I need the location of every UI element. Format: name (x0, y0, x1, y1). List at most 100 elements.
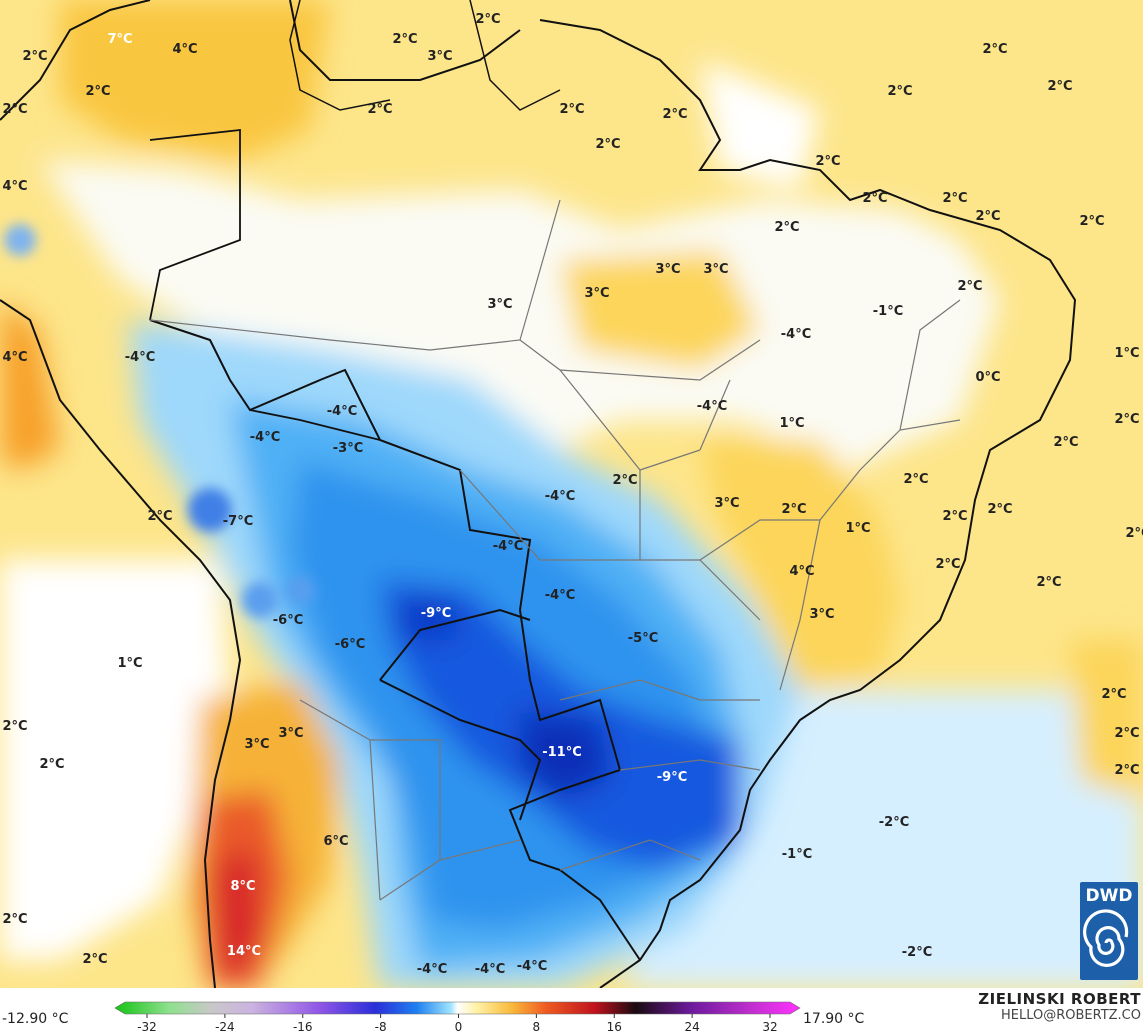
temperature-label: 3°C (584, 286, 609, 301)
temperature-label: -4°C (125, 350, 155, 365)
temperature-label: -4°C (493, 539, 523, 554)
temperature-label: 2°C (1036, 575, 1061, 590)
temperature-label: 2°C (475, 12, 500, 27)
temperature-anomaly-map: 2°C 7°C 4°C 2°C 2°C 2°C 2°C 3°C 2°C 2°C 2°C 2°C 2°C 2… (0, 0, 1143, 988)
author-name: ZIELINSKI ROBERT (978, 990, 1141, 1008)
temperature-label: 3°C (244, 737, 269, 752)
temperature-label: 3°C (714, 496, 739, 511)
temperature-label: 4°C (789, 564, 814, 579)
legend-max-label: 17.90 °C (803, 1011, 865, 1027)
temperature-label: 2°C (862, 191, 887, 206)
temperature-label: 4°C (2, 350, 27, 365)
temperature-label: -4°C (517, 959, 547, 974)
legend-tick-label: -8 (375, 1020, 387, 1034)
temperature-label: 2°C (559, 102, 584, 117)
temperature-label: -4°C (475, 962, 505, 977)
temperature-labels: 2°C 7°C 4°C 2°C 2°C 2°C 2°C 3°C 2°C 2°C 2°C 2°C 2°C 2… (2, 12, 1143, 977)
temperature-label: -4°C (417, 962, 447, 977)
temperature-label: -3°C (333, 441, 363, 456)
temperature-label: -4°C (697, 399, 727, 414)
temperature-label: -2°C (879, 815, 909, 830)
colorbar (114, 1001, 801, 1015)
temperature-label: 3°C (278, 726, 303, 741)
legend-tick-label: -24 (215, 1020, 235, 1034)
temperature-label: -11°C (542, 745, 582, 760)
temperature-label: -6°C (273, 613, 303, 628)
temperature-label: 2°C (39, 757, 64, 772)
temperature-label: 2°C (367, 102, 392, 117)
legend-tick-label: -32 (137, 1020, 157, 1034)
temperature-label: 2°C (781, 502, 806, 517)
temperature-label: 2°C (982, 42, 1007, 57)
temperature-label: 2°C (392, 32, 417, 47)
temperature-label: 3°C (655, 262, 680, 277)
temperature-label: 2°C (1101, 687, 1126, 702)
temperature-label: 2°C (1114, 412, 1139, 427)
temperature-label: -4°C (781, 327, 811, 342)
legend-tick-label: 8 (533, 1020, 541, 1034)
temperature-label: 2°C (1125, 526, 1143, 541)
legend-tick-label: -16 (293, 1020, 313, 1034)
temperature-label: 2°C (975, 209, 1000, 224)
temperature-label: 4°C (172, 42, 197, 57)
temperature-label: -9°C (421, 606, 451, 621)
temperature-label: 14°C (227, 944, 261, 959)
anomaly-fields (0, 0, 1143, 988)
temperature-label: -9°C (657, 770, 687, 785)
temperature-label: 2°C (1053, 435, 1078, 450)
temperature-label: -4°C (250, 430, 280, 445)
dwd-logo: DWD (1080, 882, 1138, 980)
temperature-label: 2°C (987, 502, 1012, 517)
andes-cold-spots (4, 224, 314, 618)
temperature-label: 2°C (147, 509, 172, 524)
temperature-label: 2°C (612, 473, 637, 488)
temperature-label: 3°C (427, 49, 452, 64)
author-email: HELLO@ROBERTZ.CO (1000, 1008, 1141, 1023)
temperature-label: 3°C (487, 297, 512, 312)
legend-ticks: -32 -24 -16 -8 0 8 16 24 32 (137, 1014, 778, 1034)
temperature-label: 2°C (2, 102, 27, 117)
temperature-label: 2°C (942, 191, 967, 206)
temperature-label: 3°C (809, 607, 834, 622)
temperature-label: 2°C (903, 472, 928, 487)
temperature-label: 2°C (2, 912, 27, 927)
temperature-label: 0°C (975, 370, 1000, 385)
temperature-label: 2°C (1114, 763, 1139, 778)
temperature-label: 1°C (845, 521, 870, 536)
credits: ZIELINSKI ROBERT HELLO@ROBERTZ.CO (978, 990, 1141, 1023)
temperature-label: 2°C (85, 84, 110, 99)
temperature-label: 2°C (662, 107, 687, 122)
temperature-label: 2°C (942, 509, 967, 524)
temperature-label: 6°C (323, 834, 348, 849)
temperature-label: 2°C (957, 279, 982, 294)
temperature-label: 2°C (22, 49, 47, 64)
temperature-label: -5°C (628, 631, 658, 646)
temperature-label: 2°C (815, 154, 840, 169)
temperature-label: -1°C (873, 304, 903, 319)
temperature-label: 8°C (230, 879, 255, 894)
temperature-label: 1°C (1114, 346, 1139, 361)
temperature-label: -1°C (782, 847, 812, 862)
temperature-label: 2°C (935, 557, 960, 572)
temperature-label: 4°C (2, 179, 27, 194)
temperature-label: -4°C (327, 404, 357, 419)
temperature-label: 2°C (887, 84, 912, 99)
temperature-label: -6°C (335, 637, 365, 652)
legend-min-label: -12.90 °C (2, 1011, 69, 1027)
country-borders (0, 0, 1077, 988)
temperature-label: -4°C (545, 489, 575, 504)
legend-tick-label: 0 (455, 1020, 463, 1034)
color-legend: -12.90 °C 17.90 °C -32 -24 -16 -8 0 8 16 24 32 (0, 988, 1143, 1035)
temperature-label: 2°C (2, 719, 27, 734)
legend-tick-label: 24 (684, 1020, 699, 1034)
dwd-spiral-icon (1083, 909, 1129, 967)
temperature-label: 2°C (595, 137, 620, 152)
dwd-logo-text: DWD (1085, 886, 1133, 906)
temperature-label: -7°C (223, 514, 253, 529)
temperature-label: 2°C (1047, 79, 1072, 94)
temperature-label: 3°C (703, 262, 728, 277)
temperature-label: 2°C (1114, 726, 1139, 741)
temperature-label: -2°C (902, 945, 932, 960)
temperature-label: 7°C (107, 32, 132, 47)
temperature-label: -4°C (545, 588, 575, 603)
